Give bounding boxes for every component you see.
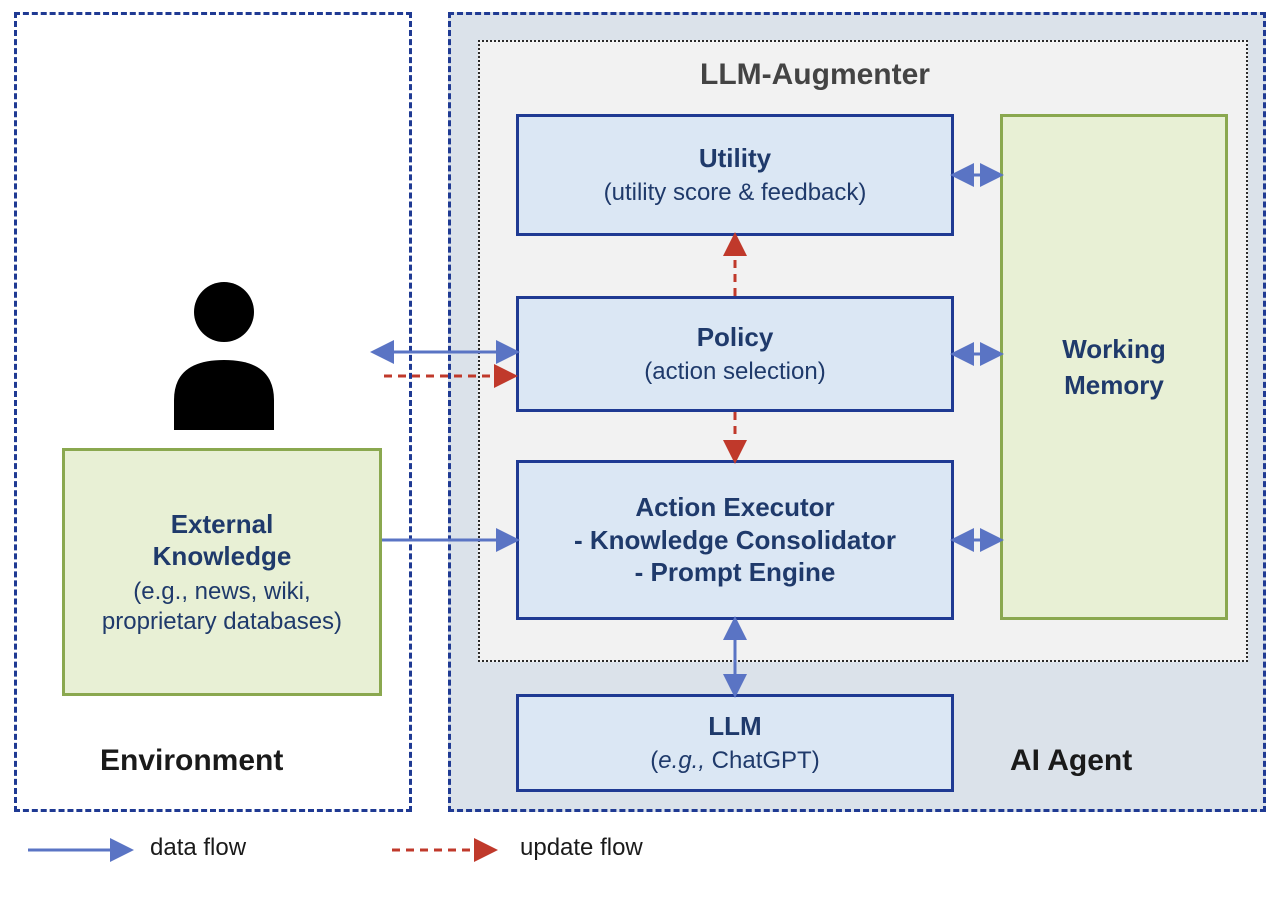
working-memory-box: Working Memory xyxy=(1000,114,1228,620)
action-executor-box: Action Executor - Knowledge Consolidator… xyxy=(516,460,954,620)
action-executor-line2: - Prompt Engine xyxy=(635,556,836,589)
action-executor-title: Action Executor xyxy=(635,491,834,524)
working-memory-line2: Memory xyxy=(1054,367,1174,404)
external-knowledge-box: ExternalKnowledge (e.g., news, wiki, pro… xyxy=(62,448,382,696)
legend-update-flow-label: update flow xyxy=(520,834,643,862)
policy-box: Policy (action selection) xyxy=(516,296,954,412)
external-knowledge-title: ExternalKnowledge xyxy=(143,506,302,575)
utility-box: Utility (utility score & feedback) xyxy=(516,114,954,236)
policy-title: Policy xyxy=(689,319,782,356)
llm-sub-rest: ChatGPT) xyxy=(705,747,820,774)
llm-box: LLM (e.g., ChatGPT) xyxy=(516,694,954,792)
diagram-canvas: LLM-Augmenter ExternalKnowledge (e.g., n… xyxy=(0,0,1280,902)
llm-augmenter-title: LLM-Augmenter xyxy=(700,58,930,92)
llm-sub-eg: e.g., xyxy=(658,747,705,774)
policy-sub: (action selection) xyxy=(636,355,833,389)
environment-label: Environment xyxy=(100,744,283,778)
action-executor-line1: - Knowledge Consolidator xyxy=(574,524,896,557)
utility-sub: (utility score & feedback) xyxy=(596,176,875,210)
external-knowledge-sub: (e.g., news, wiki, proprietary databases… xyxy=(65,575,379,639)
legend-data-flow-label: data flow xyxy=(150,834,246,862)
ai-agent-label: AI Agent xyxy=(1010,744,1132,778)
working-memory-line1: Working xyxy=(1052,331,1176,368)
llm-title: LLM xyxy=(700,708,769,745)
user-icon xyxy=(154,270,294,430)
llm-sub: (e.g., ChatGPT) xyxy=(642,744,827,778)
utility-title: Utility xyxy=(691,140,779,177)
